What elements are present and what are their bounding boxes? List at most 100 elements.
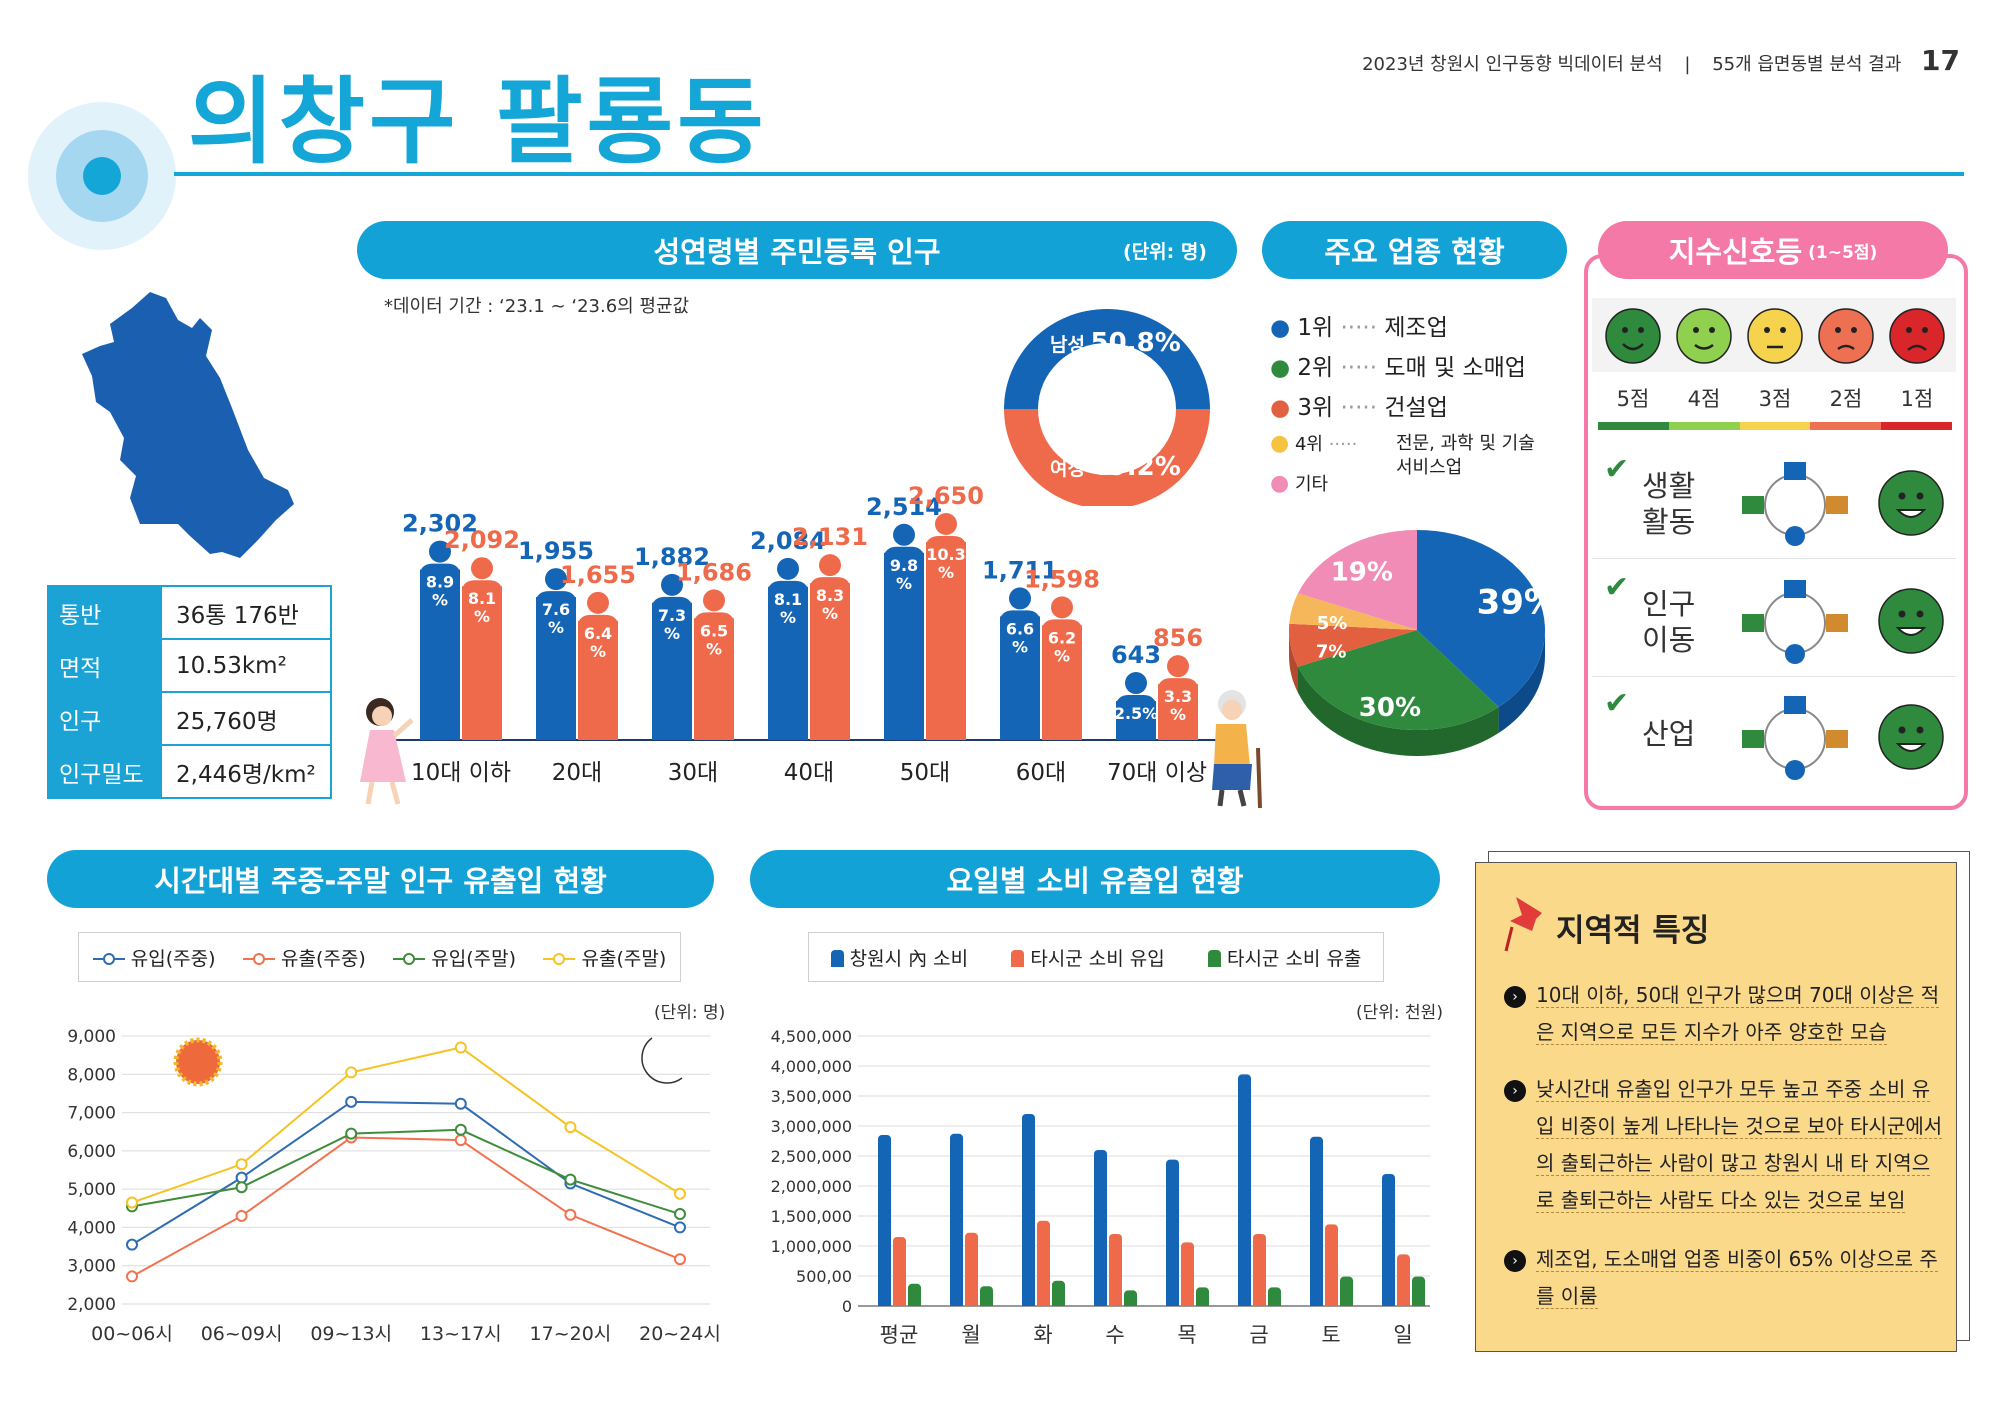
legend-rank-1: ● 1위 ····· 제조업 (1270, 315, 1448, 341)
pop-bar-cap (420, 563, 460, 584)
pop-bar (768, 586, 808, 740)
weekday-unit: (단위: 천원) (1356, 1003, 1443, 1023)
y-tick-label: 5,000 (67, 1180, 116, 1200)
consumption-bar-body (1310, 1142, 1323, 1306)
legend-rank-2: ● 2위 ····· 도매 및 소매업 (1270, 355, 1526, 381)
consumption-bar-body (1037, 1226, 1050, 1306)
series-point (564, 1121, 577, 1134)
female-slice (1004, 409, 1210, 506)
y-tick-label: 4,000 (67, 1218, 116, 1238)
x-tick-label: 화 (1033, 1323, 1052, 1347)
info-row: 통반 36통 176반 (47, 585, 332, 640)
pop-bar-head (777, 557, 799, 580)
signal-subtitle: (1~5점) (1808, 242, 1878, 263)
signal-face-row: 5점 4점 3점 2점 1점 (1605, 308, 1945, 411)
hourly-legend: 유입(주중) 유출(주중) 유입(주말) 유출(주말) (78, 932, 681, 982)
pop-pct-sign: % (474, 607, 490, 626)
pop-pct-label: 6.4 (584, 624, 612, 643)
pop-bar-cap (536, 591, 576, 612)
pop-bar-cap (884, 546, 924, 567)
smile-face-icon (1878, 470, 1944, 536)
series-line (131, 1046, 681, 1204)
series-point (454, 1097, 467, 1110)
series-point (454, 1041, 467, 1054)
weekday-header: 요일별 소비 유출입 현황 (750, 850, 1440, 908)
y-tick-label: 2,000 (67, 1295, 116, 1315)
face-eye (1693, 327, 1699, 333)
pop-pct-sign: % (706, 639, 722, 658)
consumption-bar-body (965, 1238, 978, 1306)
pie-value-label: 30% (1359, 693, 1421, 723)
legend-item: 유출(주말) (543, 944, 666, 971)
pop-bar (1000, 616, 1040, 740)
pop-pct-label: 2.5% (1114, 704, 1158, 723)
pop-bar (462, 586, 502, 740)
y-tick-label: 0 (842, 1297, 852, 1316)
smile-face-icon (1878, 704, 1944, 770)
signal-face-icon (1818, 308, 1874, 364)
consumption-bar-body (1022, 1120, 1035, 1306)
pie-value-label: 39% (1477, 583, 1552, 623)
consumption-bar-body (893, 1243, 906, 1306)
pop-value-label: 2,514 (866, 493, 942, 521)
series-line (131, 1128, 681, 1215)
face-eye (1622, 327, 1628, 333)
consumption-bar-body (980, 1292, 993, 1306)
pop-category-label: 40대 (784, 760, 834, 786)
pop-bar-head (587, 591, 609, 614)
pop-category-label: 30대 (668, 760, 718, 786)
weekday-bar-chart: 4,500,000 4,000,000 3,500,000 3,000,000 2,50… (771, 1027, 1430, 1347)
header-decoration (28, 102, 176, 250)
pop-value-label: 2,302 (402, 510, 478, 538)
consumption-bar-body (1325, 1230, 1338, 1306)
district-map (82, 292, 294, 558)
male-slice (1004, 309, 1210, 409)
pop-pct-label: 8.1 (774, 590, 802, 609)
pop-pct-label: 7.3 (658, 606, 686, 625)
face-mouth (1694, 343, 1714, 350)
y-tick-label: 2,000,000 (771, 1177, 852, 1196)
y-tick-label: 500,00 (796, 1267, 852, 1286)
pop-pct-sign: % (432, 591, 448, 610)
y-tick-label: 1,500,000 (771, 1207, 852, 1226)
info-row: 인구 25,760명 (47, 691, 332, 746)
consumption-bar-body (1124, 1296, 1137, 1306)
x-tick-label: 월 (961, 1323, 980, 1347)
pop-bar-head (1125, 672, 1147, 695)
consumption-bar-body (1238, 1080, 1251, 1306)
pop-value-label: 1,711 (982, 556, 1058, 584)
y-tick-label: 8,000 (67, 1065, 116, 1085)
y-tick-label: 3,000 (67, 1257, 116, 1277)
child-illustration (360, 698, 414, 805)
x-tick-label: 09~13시 (310, 1323, 392, 1345)
signal-score-label: 5점 (1617, 387, 1650, 411)
population-chart-header: 성연령별 주민등록 인구 (단위: 명) (357, 221, 1237, 279)
pop-bar-head (819, 554, 841, 577)
x-tick-label: 20~24시 (639, 1323, 720, 1345)
pop-value-label: 2,084 (750, 527, 826, 555)
signal-row-label: 산업 (1642, 717, 1696, 751)
y-tick-label: 4,000,000 (771, 1057, 852, 1076)
pop-pct-label: 8.1 (468, 589, 496, 608)
consumption-bar-body (1268, 1293, 1281, 1306)
pop-category-label: 20대 (552, 760, 602, 786)
sun-icon (173, 1037, 223, 1087)
consumption-bar-body (1382, 1180, 1395, 1306)
series-point (235, 1181, 248, 1194)
face-eye (1851, 327, 1857, 333)
page-number: 17 (1921, 44, 1960, 77)
pop-pct-label: 6.5 (700, 621, 728, 640)
consumption-bar-body (908, 1289, 921, 1306)
pop-bar (926, 542, 966, 740)
face-eye (1906, 327, 1912, 333)
series-point (674, 1187, 686, 1200)
signal-score-label: 2점 (1830, 387, 1863, 411)
pop-pct-label: 8.3 (816, 586, 844, 605)
signal-row-label: 인구 이동 (1642, 587, 1696, 657)
pop-bar-head (703, 589, 725, 612)
pie-value-label: 5% (1317, 613, 1348, 634)
consumption-bar-body (1397, 1260, 1410, 1306)
industry-pie-chart: 39% 30% 7% 5% 19% (1289, 530, 1552, 756)
pop-bar-cap (1158, 678, 1198, 699)
series-line (131, 1136, 681, 1278)
